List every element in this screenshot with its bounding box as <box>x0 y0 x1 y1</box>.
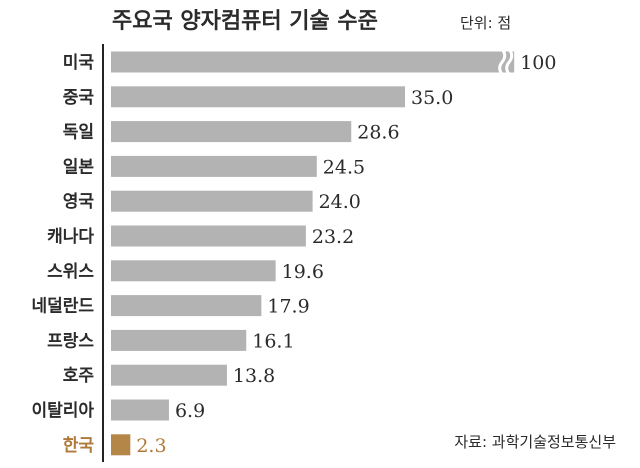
value-label: 23.2 <box>312 226 354 248</box>
source-note: 자료: 과학기술정보통신부 <box>454 433 616 451</box>
bars-layer: 미국 100 중국 35.0 독일 28.6 일본 24.5 영국 24.0 캐나다 23.2 스위스 1… <box>31 48 556 457</box>
value-label: 19.6 <box>282 261 324 283</box>
value-label: 35.0 <box>411 87 453 109</box>
value-label: 13.8 <box>233 365 275 387</box>
value-label: 28.6 <box>357 122 399 144</box>
value-label: 100 <box>520 52 556 74</box>
category-label: 캐나다 <box>47 227 94 247</box>
axis-break-mark <box>505 48 514 76</box>
bar <box>111 329 247 351</box>
value-label: 24.0 <box>319 191 361 213</box>
value-label: 2.3 <box>136 435 166 457</box>
chart-title: 주요국 양자컴퓨터 기술 수준 <box>112 9 378 34</box>
bar <box>111 51 515 73</box>
bar <box>111 225 306 247</box>
category-label: 중국 <box>63 88 95 108</box>
bar <box>111 190 313 212</box>
bar-highlighted <box>111 434 131 456</box>
value-label: 24.5 <box>323 156 365 178</box>
unit-label: 단위: 점 <box>460 14 511 32</box>
category-label: 일본 <box>63 157 95 177</box>
bar <box>111 295 262 317</box>
axis-break-mark <box>498 48 507 76</box>
category-label: 미국 <box>63 53 95 73</box>
category-label: 스위스 <box>47 262 94 282</box>
bar <box>111 121 352 143</box>
bar <box>111 155 317 177</box>
category-label: 네덜란드 <box>31 297 94 317</box>
category-label: 독일 <box>63 123 94 143</box>
bar <box>111 86 405 108</box>
value-label: 16.1 <box>252 330 294 352</box>
bar <box>111 399 169 421</box>
bar <box>111 364 227 386</box>
value-label: 17.9 <box>267 296 309 318</box>
bar <box>111 260 276 282</box>
category-label: 프랑스 <box>47 331 94 351</box>
category-label: 한국 <box>63 436 95 456</box>
category-label: 이탈리아 <box>31 400 94 421</box>
category-label: 영국 <box>63 192 95 212</box>
category-label: 호주 <box>63 366 95 386</box>
value-label: 6.9 <box>175 400 205 422</box>
